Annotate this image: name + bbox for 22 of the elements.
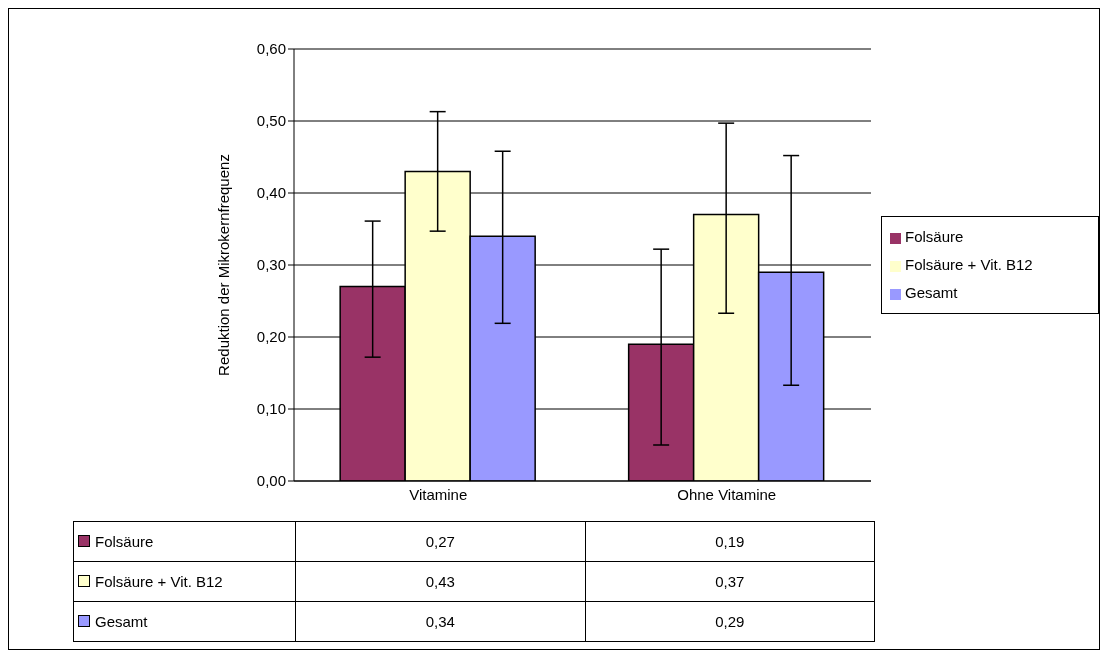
data-label: 0,34 [295,601,585,642]
data-label: 0,29 [585,601,875,642]
text: Folsäure [905,228,964,245]
y-tick-label: 0,30 [256,256,286,274]
x-tick-label: Vitamine [409,485,468,503]
data-label: 0,27 [295,521,585,562]
y-tick-label: 0,00 [256,472,286,490]
legend-label: Gesamt [905,284,958,301]
legend-label: Folsäure [73,521,296,562]
data-label: 0,43 [295,561,585,602]
x-tick-label: Ohne Vitamine [677,485,777,503]
data-label: 0,37 [585,561,875,602]
data-label: 0,19 [585,521,875,562]
y-tick-label: 0,10 [256,400,286,418]
y-axis-title: Reduktion der Mikrokernfrequenz [215,154,233,376]
legend-label: Folsäure + Vit. B12 [905,256,1033,273]
y-tick-label: 0,40 [256,184,286,202]
y-tick-label: 0,60 [256,40,286,58]
text: Folsäure + Vit. B12 [95,573,223,590]
y-tick-label: 0,20 [256,328,286,346]
y-tick-label: 0,50 [256,112,286,130]
text: Gesamt [95,613,148,630]
